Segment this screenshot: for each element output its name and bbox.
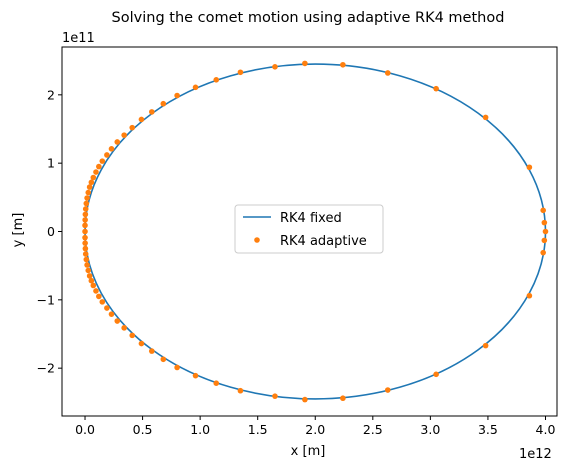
data-point-rk4-adaptive — [84, 195, 90, 201]
data-point-rk4-adaptive — [302, 60, 308, 67]
data-point-rk4-adaptive — [96, 163, 102, 170]
chart-title: Solving the comet motion using adaptive … — [112, 10, 505, 26]
x-tick-label: 4.0 — [536, 422, 556, 437]
data-point-rk4-adaptive — [82, 217, 88, 223]
x-tick-label: 1.0 — [190, 422, 210, 437]
x-tick-label: 1.5 — [248, 422, 268, 437]
x-tick-label: 3.5 — [478, 422, 498, 437]
data-point-rk4-adaptive — [160, 356, 167, 363]
data-point-rk4-adaptive — [148, 348, 155, 354]
data-point-rk4-adaptive — [86, 184, 93, 190]
data-point-rk4-adaptive — [82, 240, 88, 246]
data-point-rk4-adaptive — [82, 245, 89, 252]
data-point-rk4-adaptive — [114, 139, 121, 145]
x-axis-label: x [m] — [291, 444, 326, 459]
data-point-rk4-adaptive — [160, 100, 167, 107]
x-offset-text: 1e12 — [519, 447, 552, 462]
data-point-rk4-adaptive — [237, 387, 244, 394]
legend: RK4 fixed RK4 adaptive — [234, 204, 384, 254]
data-point-rk4-adaptive — [192, 84, 199, 91]
data-point-rk4-adaptive — [213, 380, 220, 387]
x-tick-label: 0.0 — [75, 422, 95, 437]
data-point-rk4-adaptive — [541, 219, 548, 226]
data-point-rk4-adaptive — [93, 288, 99, 294]
data-point-rk4-adaptive — [138, 340, 145, 347]
data-point-rk4-adaptive — [384, 387, 391, 393]
data-point-rk4-adaptive — [83, 200, 90, 207]
data-point-rk4-adaptive — [542, 228, 549, 235]
data-point-rk4-adaptive — [302, 396, 308, 403]
data-point-rk4-adaptive — [85, 189, 92, 196]
data-point-rk4-adaptive — [384, 70, 391, 76]
data-point-rk4-adaptive — [90, 282, 97, 289]
data-point-rk4-adaptive — [84, 262, 90, 268]
data-point-rk4-adaptive — [121, 325, 127, 331]
data-point-rk4-adaptive — [129, 124, 136, 131]
legend-label-adaptive: RK4 adaptive — [280, 234, 367, 249]
data-point-rk4-adaptive — [82, 228, 88, 235]
data-point-rk4-adaptive — [340, 61, 346, 68]
data-point-rk4-adaptive — [99, 158, 106, 164]
data-point-rk4-adaptive — [540, 249, 546, 256]
data-point-rk4-adaptive — [340, 395, 346, 402]
data-point-rk4-adaptive — [82, 222, 88, 229]
data-point-rk4-adaptive — [148, 109, 155, 115]
data-point-rk4-adaptive — [174, 92, 180, 99]
plot-area — [82, 60, 549, 403]
data-point-rk4-adaptive — [213, 77, 220, 83]
x-tick-label: 0.5 — [133, 422, 153, 437]
x-tick-label: 2.5 — [363, 422, 383, 437]
data-point-rk4-adaptive — [83, 256, 90, 263]
y-offset-text: 1e11 — [62, 31, 95, 46]
data-point-rk4-adaptive — [138, 116, 145, 123]
data-point-rk4-adaptive — [526, 164, 533, 171]
y-tick-label: −2 — [37, 361, 55, 376]
data-point-rk4-adaptive — [237, 69, 244, 76]
data-point-rk4-adaptive — [433, 371, 439, 378]
x-tick-label: 3.0 — [420, 422, 440, 437]
data-point-rk4-adaptive — [129, 332, 136, 339]
y-tick-label: −1 — [37, 292, 55, 307]
data-point-rk4-adaptive — [121, 132, 127, 138]
data-point-rk4-adaptive — [82, 211, 89, 218]
y-tick-label: 0 — [47, 224, 55, 239]
data-point-rk4-adaptive — [526, 292, 533, 299]
data-point-rk4-adaptive — [433, 85, 439, 92]
legend-label-fixed: RK4 fixed — [280, 211, 342, 226]
data-point-rk4-adaptive — [88, 179, 95, 186]
data-point-rk4-adaptive — [104, 152, 110, 158]
data-point-rk4-adaptive — [90, 174, 97, 181]
y-tick-label: 2 — [47, 87, 55, 102]
data-point-rk4-adaptive — [272, 64, 278, 70]
data-point-rk4-adaptive — [108, 311, 115, 317]
y-tick-label: 1 — [47, 156, 55, 171]
legend-box — [234, 204, 384, 254]
data-point-rk4-adaptive — [108, 146, 115, 152]
data-point-rk4-adaptive — [482, 342, 489, 349]
data-point-rk4-adaptive — [192, 372, 199, 379]
data-point-rk4-adaptive — [85, 267, 92, 274]
data-point-rk4-adaptive — [540, 207, 546, 214]
data-point-rk4-adaptive — [86, 273, 93, 279]
data-point-rk4-adaptive — [104, 305, 110, 311]
data-point-rk4-adaptive — [174, 364, 180, 371]
x-tick-label: 2.0 — [305, 422, 325, 437]
axis-ticks: 0.0 0.5 1.0 1.5 2.0 2.5 3.0 3.5 4.0 −2 −1 0 1 2 — [37, 87, 556, 437]
legend-marker-swatch — [254, 237, 260, 243]
data-point-rk4-adaptive — [96, 293, 102, 300]
data-point-rk4-adaptive — [541, 237, 548, 244]
data-point-rk4-adaptive — [88, 277, 95, 284]
y-axis-label: y [m] — [11, 213, 26, 248]
data-point-rk4-adaptive — [82, 234, 88, 241]
data-point-rk4-adaptive — [114, 318, 121, 324]
data-point-rk4-adaptive — [99, 299, 106, 305]
data-point-rk4-adaptive — [482, 114, 489, 121]
data-point-rk4-adaptive — [272, 393, 278, 399]
data-point-rk4-adaptive — [93, 169, 99, 175]
data-point-rk4-adaptive — [82, 251, 89, 257]
data-point-rk4-adaptive — [82, 206, 89, 212]
